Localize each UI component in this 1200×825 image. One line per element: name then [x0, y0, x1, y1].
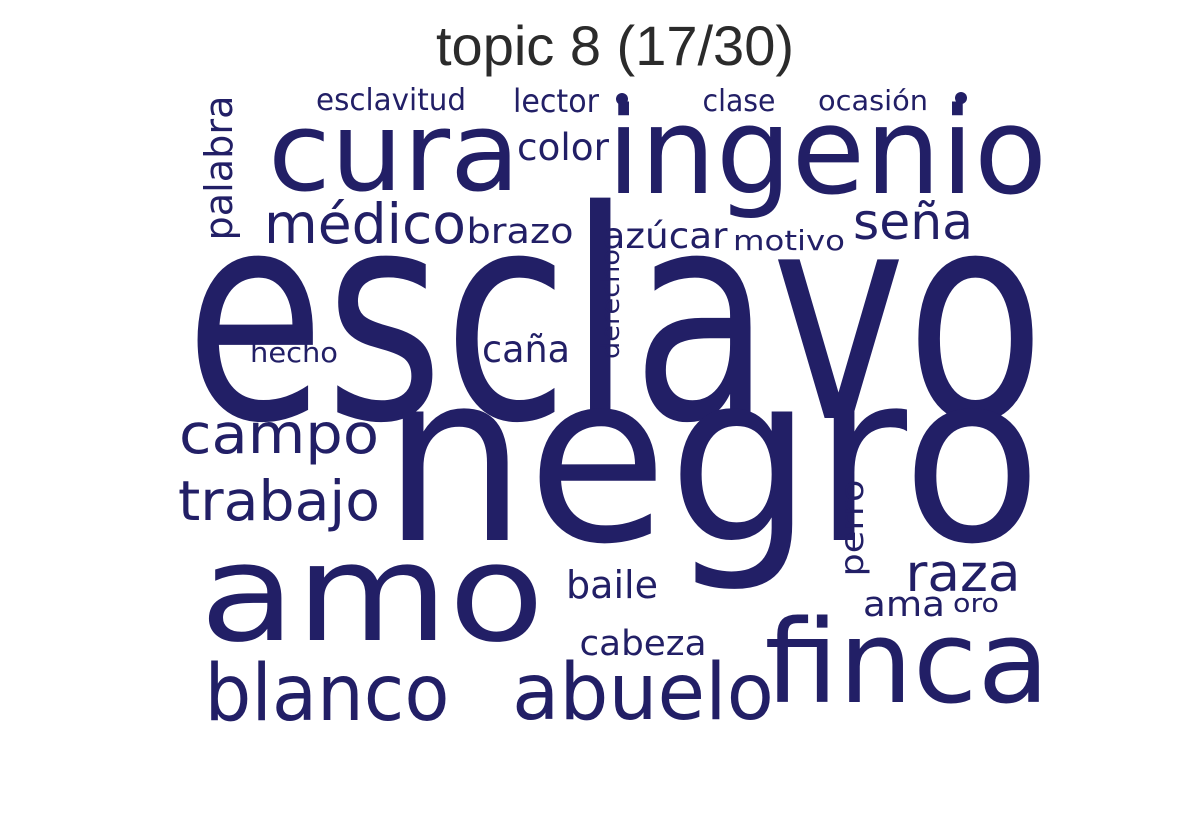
cloud-word-21: derecho	[596, 249, 626, 359]
cloud-word-27: clase	[703, 84, 776, 119]
cloud-word-13: palabra	[197, 96, 241, 241]
cloud-word-11: raza	[906, 544, 1021, 604]
cloud-word-1: negro	[382, 323, 1042, 596]
cloud-word-14: color	[517, 126, 610, 169]
cloud-word-15: brazo	[467, 212, 574, 252]
cloud-word-3: ingenio	[607, 83, 1047, 222]
chart-title: topic 8 (17/30)	[436, 14, 794, 77]
dot-marker	[616, 93, 628, 105]
cloud-word-24: ama	[863, 585, 945, 625]
cloud-word-6: blanco	[205, 649, 450, 739]
cloud-word-25: oro	[953, 589, 999, 619]
cloud-word-9: trabajo	[178, 469, 380, 533]
cloud-word-17: caña	[482, 328, 570, 371]
cloud-word-8: campo	[179, 402, 379, 466]
cloud-word-20: perro	[833, 480, 871, 577]
cloud-word-19: cabeza	[580, 624, 707, 664]
cloud-word-4: cura	[268, 88, 520, 216]
cloud-word-7: abuelo	[512, 648, 774, 738]
cloud-word-23: hecho	[250, 336, 338, 369]
cloud-word-2: amo	[200, 515, 545, 672]
dot-marker	[955, 92, 967, 104]
cloud-word-28: ocasión	[818, 84, 928, 117]
cloud-word-29: esclavitud	[316, 83, 466, 118]
cloud-word-18: baile	[566, 563, 658, 607]
cloud-word-16: azúcar	[603, 216, 728, 257]
cloud-word-12: seña	[853, 193, 973, 251]
cloud-word-10: médico	[264, 192, 466, 256]
cloud-word-22: motivo	[733, 224, 845, 257]
cloud-word-26: lector	[513, 82, 600, 120]
cloud-word-5: finca	[765, 596, 1050, 730]
cloud-word-0: esclavo	[185, 150, 1045, 487]
